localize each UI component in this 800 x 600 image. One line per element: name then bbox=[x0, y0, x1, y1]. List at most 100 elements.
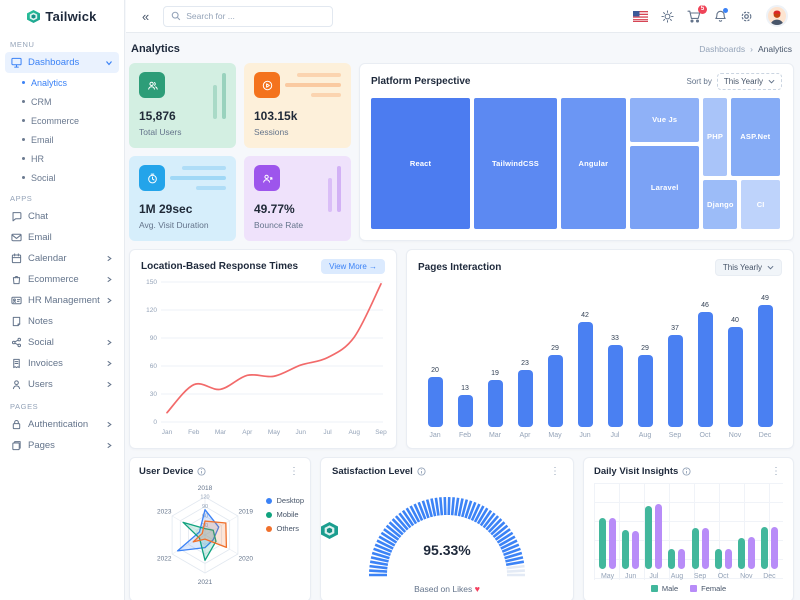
sidebar-item-invoices[interactable]: Invoices bbox=[5, 353, 119, 374]
treemap-node-tailwindcss[interactable]: TailwindCSS bbox=[474, 98, 557, 229]
sidebar-subitem-social[interactable]: Social bbox=[0, 168, 124, 187]
chevron-down-icon bbox=[105, 59, 113, 67]
cart-icon[interactable]: 5 bbox=[687, 4, 707, 23]
brand-logo-icon bbox=[27, 10, 41, 23]
bullet-icon bbox=[22, 176, 25, 179]
treemap-node-asp-net[interactable]: ASP.Net bbox=[730, 98, 780, 176]
chevron-right-icon bbox=[106, 381, 113, 388]
sidebar-subitem-crm[interactable]: CRM bbox=[0, 92, 124, 111]
info-icon[interactable] bbox=[197, 467, 206, 476]
notifications-bell-icon[interactable] bbox=[714, 7, 728, 23]
sidebar-subitem-analytics[interactable]: Analytics bbox=[0, 73, 124, 92]
daily-visit-insights-card: Daily Visit Insights ⋮ May Jun Jul Aug Sep Oc… bbox=[583, 457, 794, 600]
stat-card-total-users[interactable]: 15,876 Total Users bbox=[129, 63, 236, 148]
kebab-menu-icon[interactable]: ⋮ bbox=[289, 466, 299, 477]
sparkline-lines bbox=[170, 166, 226, 190]
sidebar-item-dashboards[interactable]: Dashboards bbox=[5, 52, 119, 73]
pages-interaction-filter-select[interactable]: This Yearly bbox=[714, 259, 782, 276]
sidebar-item-users[interactable]: Users bbox=[5, 374, 119, 395]
heart-icon: ♥ bbox=[474, 584, 480, 594]
theme-toggle-sun-icon[interactable] bbox=[661, 9, 674, 23]
kebab-menu-icon[interactable]: ⋮ bbox=[771, 466, 781, 477]
satisfaction-title: Satisfaction Level bbox=[332, 466, 413, 477]
stat-value: 49.77% bbox=[254, 202, 295, 216]
sidebar-item-authentication[interactable]: Authentication bbox=[5, 414, 119, 435]
info-icon[interactable] bbox=[417, 467, 426, 476]
chevron-down-icon bbox=[768, 79, 775, 84]
treemap-node-react[interactable]: React bbox=[371, 98, 471, 229]
legend-item-desktop[interactable]: Desktop bbox=[266, 496, 304, 505]
settings-gear-icon[interactable] bbox=[740, 10, 753, 23]
timer-icon bbox=[139, 165, 165, 191]
chevron-right-icon bbox=[106, 297, 113, 304]
sidebar-item-chat[interactable]: Chat bbox=[5, 206, 119, 227]
treemap-node-vue-js[interactable]: Vue Js bbox=[629, 98, 700, 142]
treemap-node-laravel[interactable]: Laravel bbox=[629, 145, 700, 229]
search-input[interactable] bbox=[186, 11, 326, 21]
stat-label: Total Users bbox=[139, 127, 182, 137]
pages-interaction-title: Pages Interaction bbox=[418, 262, 502, 273]
bar-male bbox=[714, 549, 722, 569]
view-more-button[interactable]: View More → bbox=[321, 259, 385, 274]
user-avatar[interactable] bbox=[766, 5, 788, 27]
sidebar-item-pages[interactable]: Pages bbox=[5, 435, 119, 456]
sidebar-item-hr-management[interactable]: HR Management bbox=[5, 290, 119, 311]
stat-card-bounce-rate[interactable]: 49.77% Bounce Rate bbox=[244, 156, 351, 241]
svg-text:90: 90 bbox=[150, 335, 158, 342]
sidebar-section-label: PAGES bbox=[10, 402, 39, 411]
sidebar-item-social[interactable]: Social bbox=[5, 332, 119, 353]
bar-male bbox=[668, 549, 676, 569]
bar-female bbox=[655, 504, 663, 569]
legend-item-others[interactable]: Others bbox=[266, 524, 304, 533]
bar-male bbox=[760, 527, 768, 569]
treemap-node-django[interactable]: Django bbox=[703, 179, 738, 229]
stat-card-avg-visit-duration[interactable]: 1M 29sec Avg. Visit Duration bbox=[129, 156, 236, 241]
svg-text:Jan: Jan bbox=[162, 429, 173, 436]
idcard-icon bbox=[11, 295, 22, 306]
pages-icon bbox=[11, 440, 22, 451]
bag-icon bbox=[11, 274, 22, 285]
breadcrumb-item[interactable]: Dashboards bbox=[699, 44, 746, 54]
sidebar-subitem-hr[interactable]: HR bbox=[0, 149, 124, 168]
bar-jul: 33 Jul bbox=[607, 280, 623, 439]
radar-legend: Desktop Mobile Others bbox=[266, 496, 304, 533]
sidebar-collapse-icon[interactable]: « bbox=[142, 8, 150, 24]
breadcrumb: Dashboards › Analytics bbox=[699, 44, 792, 54]
bar-may: 29 May bbox=[547, 344, 563, 439]
bar-jan: 20 Jan bbox=[427, 367, 443, 439]
sidebar-subitem-ecommerce[interactable]: Ecommerce bbox=[0, 111, 124, 130]
sidebar-subitem-email[interactable]: Email bbox=[0, 130, 124, 149]
svg-text:60: 60 bbox=[202, 514, 208, 520]
bar-nov: 40 Nov bbox=[727, 317, 743, 439]
sidebar-item-ecommerce[interactable]: Ecommerce bbox=[5, 269, 119, 290]
language-flag-icon[interactable] bbox=[633, 10, 648, 22]
stat-card-sessions[interactable]: 103.15k Sessions bbox=[244, 63, 351, 148]
sidebar-item-calendar[interactable]: Calendar bbox=[5, 248, 119, 269]
legend-item-female[interactable]: Female bbox=[690, 584, 726, 593]
platform-sort-select[interactable]: This Yearly bbox=[716, 73, 782, 90]
visit-group-oct: Oct bbox=[714, 483, 732, 580]
bar-female bbox=[747, 537, 755, 569]
users-icon bbox=[139, 72, 165, 98]
bar-apr: 23 Apr bbox=[517, 280, 533, 439]
brand[interactable]: Tailwick bbox=[0, 0, 124, 33]
svg-text:2022: 2022 bbox=[157, 556, 172, 563]
sparkline-bars bbox=[328, 166, 341, 212]
kebab-menu-icon[interactable]: ⋮ bbox=[550, 466, 560, 477]
visit-group-aug: Aug bbox=[668, 483, 686, 580]
treemap-node-ci[interactable]: CI bbox=[741, 179, 780, 229]
treemap-node-php[interactable]: PHP bbox=[703, 98, 727, 176]
treemap-node-angular[interactable]: Angular bbox=[560, 98, 626, 229]
bullet-icon bbox=[22, 81, 25, 84]
search-box[interactable] bbox=[163, 5, 334, 27]
brand-name: Tailwick bbox=[45, 9, 97, 24]
info-icon[interactable] bbox=[682, 467, 691, 476]
bar-male bbox=[599, 518, 607, 569]
sidebar-item-notes[interactable]: Notes bbox=[5, 311, 119, 332]
legend-item-mobile[interactable]: Mobile bbox=[266, 510, 304, 519]
sidebar-item-email[interactable]: Email bbox=[5, 227, 119, 248]
chevron-right-icon bbox=[106, 360, 113, 367]
bar-jun: 42 Jun bbox=[577, 312, 593, 439]
legend-item-male[interactable]: Male bbox=[650, 584, 678, 593]
grouped-legend: Male Female bbox=[594, 584, 783, 593]
